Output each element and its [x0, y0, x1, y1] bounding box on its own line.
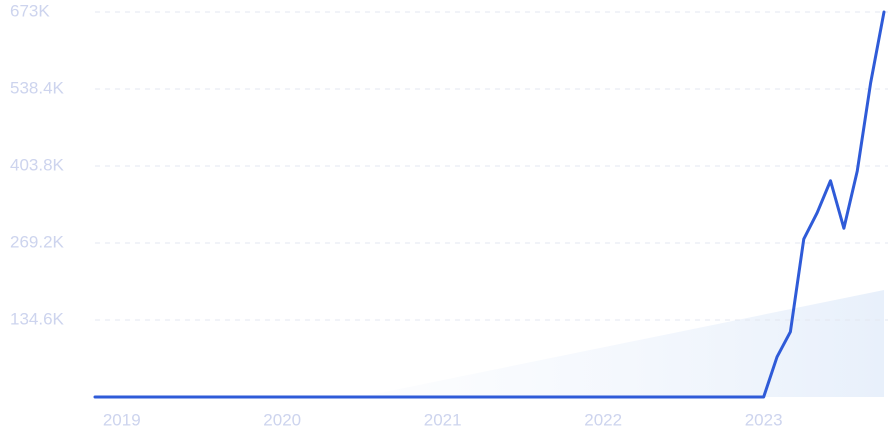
x-tick-label: 2020	[263, 410, 301, 429]
y-tick-label: 269.2K	[10, 232, 65, 251]
background-area	[360, 290, 884, 397]
x-tick-label: 2019	[103, 410, 141, 429]
y-tick-label: 403.8K	[10, 155, 65, 174]
x-tick-label: 2022	[584, 410, 622, 429]
x-tick-label: 2021	[424, 410, 462, 429]
x-tick-label: 2023	[745, 410, 783, 429]
y-tick-label: 673K	[10, 1, 50, 20]
y-tick-label: 134.6K	[10, 309, 65, 328]
data-line	[93, 10, 886, 399]
y-tick-label: 538.4K	[10, 78, 65, 97]
